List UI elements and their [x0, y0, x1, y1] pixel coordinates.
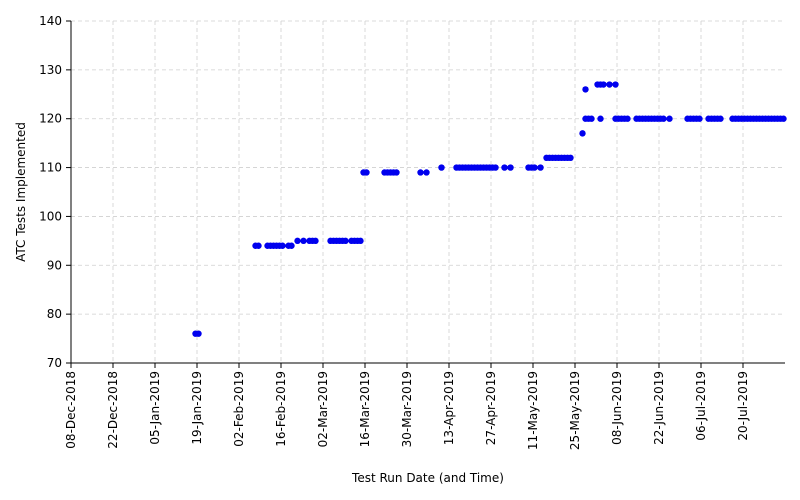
x-tick-label-16: 20-Jul-2019	[736, 371, 750, 441]
x-tick-label-6: 02-Mar-2019	[316, 371, 330, 447]
data-point-81	[624, 115, 631, 122]
data-point-34	[417, 169, 424, 176]
data-point-50	[492, 164, 499, 171]
x-tick-label-9: 13-Apr-2019	[442, 371, 456, 445]
y-tick-label-6: 130	[39, 63, 62, 77]
x-tick-label-10: 27-Apr-2019	[484, 371, 498, 445]
data-point-1	[195, 330, 202, 337]
grid	[70, 20, 785, 364]
data-point-70	[588, 115, 595, 122]
data-point-74	[600, 81, 607, 88]
y-axis-ticks: 70 80 90 100 110 120 130 140	[39, 14, 71, 370]
data-point-51	[501, 164, 508, 171]
data-point-68	[582, 86, 589, 93]
x-tick-label-12: 25-May-2019	[568, 371, 582, 450]
x-axis-label: Test Run Date (and Time)	[351, 471, 504, 485]
data-point-92	[666, 115, 673, 122]
x-tick-label-13: 08-Jun-2019	[610, 371, 624, 445]
data-point-55	[531, 164, 538, 171]
data-point-26	[357, 237, 364, 245]
x-tick-label-4: 02-Feb-2019	[232, 371, 246, 447]
x-axis-ticks: 08-Dec-2018 22-Dec-2018 05-Jan-2019 19-Jan-…	[64, 363, 750, 450]
y-tick-label-2: 90	[47, 258, 62, 272]
data-point-65	[567, 154, 574, 161]
data-point-102	[717, 115, 724, 122]
data-point-35	[423, 169, 430, 176]
x-tick-label-14: 22-Jun-2019	[652, 371, 666, 445]
y-axis-label: ATC Tests Implemented	[14, 122, 28, 262]
data-point-9	[279, 242, 286, 249]
y-tick-label-7: 140	[39, 14, 62, 28]
x-tick-label-7: 16-Mar-2019	[358, 371, 372, 447]
data-point-52	[507, 164, 514, 171]
data-point-33	[393, 169, 400, 176]
x-tick-label-1: 22-Dec-2018	[106, 371, 120, 449]
x-tick-label-2: 05-Jan-2019	[148, 371, 162, 445]
data-points	[192, 81, 787, 337]
y-tick-label-4: 110	[39, 161, 62, 175]
x-tick-label-8: 30-Mar-2019	[400, 371, 414, 447]
data-point-36	[438, 164, 445, 171]
x-tick-label-15: 06-Jul-2019	[694, 371, 708, 441]
x-tick-label-0: 08-Dec-2018	[64, 371, 78, 449]
data-point-75	[606, 81, 613, 88]
x-tick-label-5: 16-Feb-2019	[274, 371, 288, 447]
x-tick-label-3: 19-Jan-2019	[190, 371, 204, 445]
data-point-3	[255, 242, 262, 249]
data-point-12	[294, 237, 301, 245]
y-tick-label-1: 80	[47, 307, 62, 321]
data-point-28	[363, 169, 370, 176]
data-point-73	[597, 115, 604, 122]
data-point-97	[696, 115, 703, 122]
data-point-16	[312, 237, 319, 245]
y-tick-label-5: 120	[39, 112, 62, 126]
data-point-66	[579, 130, 586, 137]
data-point-11	[288, 242, 295, 249]
y-tick-label-0: 70	[47, 356, 62, 370]
data-point-76	[612, 81, 619, 88]
x-tick-label-11: 11-May-2019	[526, 371, 540, 450]
data-point-120	[780, 115, 787, 122]
data-point-56	[537, 164, 544, 171]
data-point-91	[660, 115, 667, 122]
data-point-13	[300, 237, 307, 245]
y-tick-label-3: 100	[39, 209, 62, 223]
data-point-22	[342, 237, 349, 245]
